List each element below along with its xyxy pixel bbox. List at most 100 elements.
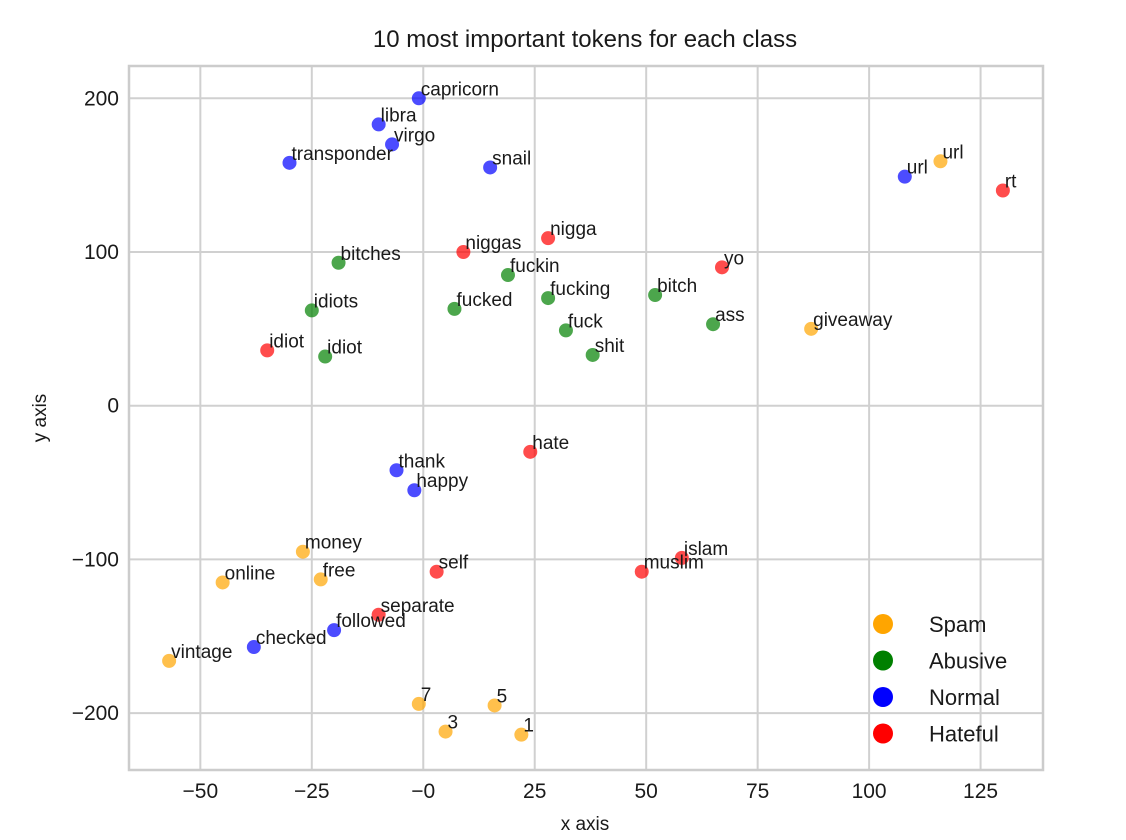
point-label-fucked: fucked xyxy=(456,290,512,311)
y-tick-label: 100 xyxy=(84,241,119,264)
point-label-followed: followed xyxy=(336,611,406,632)
point-abusive-bitches xyxy=(331,255,346,270)
legend-marker-hateful xyxy=(873,723,893,744)
y-tick-label: −200 xyxy=(72,702,119,725)
point-label-idiot: idiot xyxy=(269,331,305,352)
point-hateful-islam xyxy=(674,550,689,565)
point-normal-transponder xyxy=(282,155,297,170)
point-label-free: free xyxy=(323,560,356,581)
point-label-yo: yo xyxy=(724,248,744,269)
data-points xyxy=(162,91,1010,742)
point-abusive-idiot xyxy=(318,349,333,364)
point-spam-url xyxy=(933,154,948,169)
point-normal-virgo xyxy=(385,137,400,152)
point-spam-3 xyxy=(438,724,453,739)
legend-entry-abusive: Abusive xyxy=(929,649,1007,674)
point-label-shit: shit xyxy=(595,336,625,357)
point-spam-online xyxy=(215,575,230,590)
point-label-idiots: idiots xyxy=(314,291,358,312)
point-label-bitches: bitches xyxy=(341,244,401,265)
point-label-5: 5 xyxy=(497,686,508,707)
point-label-self: self xyxy=(439,553,469,574)
point-normal-followed xyxy=(327,623,342,638)
point-spam-vintage xyxy=(162,653,177,668)
point-spam-giveaway xyxy=(804,321,819,336)
point-hateful-muslim xyxy=(634,564,649,579)
point-normal-thank xyxy=(389,463,404,478)
point-label-libra: libra xyxy=(381,105,417,126)
x-tick-label: −25 xyxy=(294,780,330,803)
y-tick-labels: −200 −100 0 100 200 xyxy=(72,87,119,725)
point-abusive-idiots xyxy=(304,303,319,318)
y-tick-label: 0 xyxy=(107,395,119,418)
point-label-capricorn: capricorn xyxy=(421,79,499,100)
point-label-snail: snail xyxy=(492,148,531,169)
point-hateful-self xyxy=(429,564,444,579)
point-label-checked: checked xyxy=(256,628,327,649)
point-abusive-fuckin xyxy=(500,268,515,283)
legend-entry-normal: Normal xyxy=(929,685,1000,710)
point-normal-capricorn xyxy=(411,91,426,106)
point-label-happy: happy xyxy=(416,471,468,492)
point-normal-snail xyxy=(483,160,498,175)
point-spam-5 xyxy=(487,698,502,713)
point-label-islam: islam xyxy=(684,539,728,560)
plot-frame xyxy=(127,64,1045,772)
point-hateful-separate xyxy=(371,607,386,622)
point-hateful-niggas xyxy=(456,244,471,259)
x-tick-label: 75 xyxy=(746,780,769,803)
point-label-ass: ass xyxy=(715,305,745,326)
point-hateful-idiot xyxy=(260,343,275,358)
point-normal-url xyxy=(897,169,912,184)
point-label-idiot: idiot xyxy=(327,338,363,359)
point-label-muslim: muslim xyxy=(644,553,704,574)
point-hateful-nigga xyxy=(541,231,556,246)
point-hateful-hate xyxy=(523,444,538,459)
legend-marker-spam xyxy=(873,614,893,634)
point-label-virgo: virgo xyxy=(394,125,435,146)
point-label-fucking: fucking xyxy=(550,279,610,300)
x-tick-label: −50 xyxy=(183,780,219,803)
x-axis-label: x axis xyxy=(561,814,610,835)
point-spam-1 xyxy=(514,727,529,742)
y-tick-label: −100 xyxy=(72,548,119,571)
legend: Spam Abusive Normal Hateful xyxy=(873,612,1007,747)
point-abusive-shit xyxy=(585,347,600,362)
point-label-money: money xyxy=(305,533,363,554)
x-tick-label: 100 xyxy=(852,780,887,803)
legend-marker-normal xyxy=(873,687,893,707)
point-normal-libra xyxy=(371,117,386,132)
point-label-rt: rt xyxy=(1005,172,1017,193)
point-label-url: url xyxy=(907,158,928,179)
point-label-online: online xyxy=(225,563,276,584)
point-hateful-rt xyxy=(995,183,1010,198)
grid xyxy=(129,66,1043,770)
point-abusive-fucked xyxy=(447,301,462,316)
point-abusive-bitch xyxy=(648,288,663,303)
point-hateful-yo xyxy=(714,260,729,275)
point-spam-money xyxy=(295,544,310,559)
point-normal-happy xyxy=(407,483,422,498)
point-label-fuckin: fuckin xyxy=(510,256,560,277)
point-label-3: 3 xyxy=(448,713,459,734)
point-abusive-fucking xyxy=(541,291,556,306)
point-label-separate: separate xyxy=(381,596,455,617)
y-tick-label: 200 xyxy=(84,87,119,110)
y-axis-label: y axis xyxy=(30,394,51,443)
x-tick-labels: −50 −25 −0 25 50 75 100 125 xyxy=(183,780,999,803)
point-label-fuck: fuck xyxy=(568,311,603,332)
point-label-niggas: niggas xyxy=(465,233,521,254)
point-label-bitch: bitch xyxy=(657,276,697,297)
x-tick-label: 25 xyxy=(523,780,546,803)
point-labels: url giveaway money online free vintage 7 5 3 1 bit… xyxy=(171,79,1017,736)
point-spam-free xyxy=(313,572,328,587)
point-abusive-fuck xyxy=(558,323,573,338)
point-label-vintage: vintage xyxy=(171,642,232,663)
point-normal-checked xyxy=(246,640,261,655)
x-tick-label: 50 xyxy=(635,780,658,803)
point-label-transponder: transponder xyxy=(292,144,394,165)
x-tick-label: 125 xyxy=(963,780,998,803)
point-label-hate: hate xyxy=(532,433,569,454)
point-label-giveaway: giveaway xyxy=(813,310,893,331)
